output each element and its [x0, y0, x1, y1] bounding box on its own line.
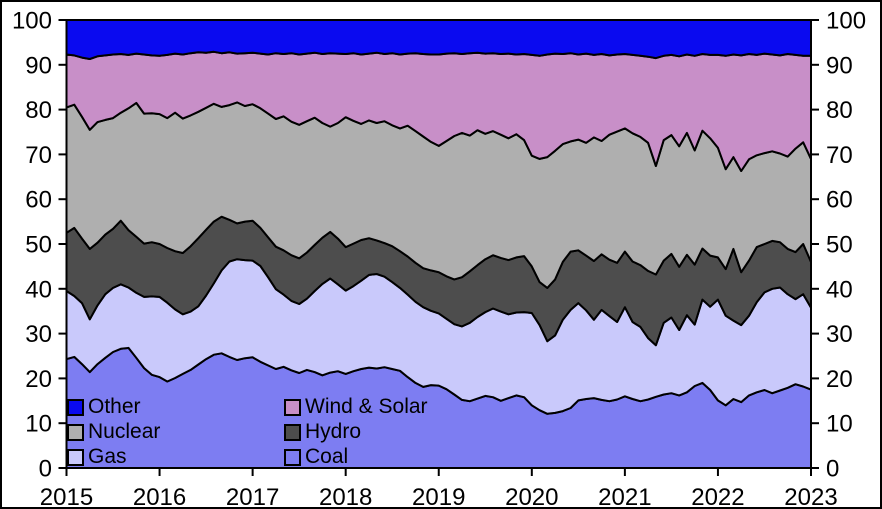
- x-axis-label-2016: 2016: [133, 484, 186, 509]
- y-axis-label-right-90: 90: [826, 52, 853, 79]
- legend-item-other: Other: [67, 396, 141, 418]
- y-axis-label-left-0: 0: [39, 456, 52, 483]
- y-axis-label-left-20: 20: [25, 366, 52, 393]
- y-axis-label-left-50: 50: [25, 232, 52, 259]
- y-axis-label-left-80: 80: [25, 97, 52, 124]
- y-axis-label-right-70: 70: [826, 142, 853, 169]
- x-axis-label-2023: 2023: [784, 484, 837, 509]
- legend-swatch-other: [67, 398, 84, 416]
- y-axis-label-left-40: 40: [25, 276, 52, 303]
- legend-label-other: Other: [88, 395, 141, 418]
- y-axis-label-left-100: 100: [12, 8, 52, 35]
- y-axis-label-left-30: 30: [25, 321, 52, 348]
- x-axis-label-2018: 2018: [319, 484, 372, 509]
- legend-label-nuclear: Nuclear: [88, 420, 161, 443]
- y-axis-label-right-100: 100: [826, 8, 866, 35]
- area-other: [65, 19, 812, 60]
- x-axis-label-2019: 2019: [412, 484, 465, 509]
- y-axis-label-right-50: 50: [826, 232, 853, 259]
- x-axis-label-2021: 2021: [598, 484, 651, 509]
- legend-item-gas: Gas: [67, 446, 127, 468]
- x-axis-label-2017: 2017: [226, 484, 279, 509]
- legend-item-nuclear: Nuclear: [67, 421, 160, 443]
- legend-item-coal: Coal: [284, 446, 348, 468]
- y-axis-label-left-10: 10: [25, 411, 52, 438]
- x-axis-label-2022: 2022: [691, 484, 744, 509]
- x-axis-label-2020: 2020: [505, 484, 558, 509]
- legend-swatch-hydro: [284, 423, 301, 441]
- legend-item-wind-solar: Wind & Solar: [284, 396, 428, 418]
- y-axis-label-right-10: 10: [826, 411, 853, 438]
- y-axis-label-left-90: 90: [25, 52, 52, 79]
- legend-swatch-gas: [67, 448, 84, 466]
- y-axis-label-right-80: 80: [826, 97, 853, 124]
- legend-label-wind-solar: Wind & Solar: [305, 395, 428, 418]
- legend-swatch-coal: [284, 448, 301, 466]
- legend-label-gas: Gas: [88, 445, 127, 468]
- y-axis-label-right-20: 20: [826, 366, 853, 393]
- legend-label-coal: Coal: [305, 445, 349, 468]
- y-axis-label-right-30: 30: [826, 321, 853, 348]
- legend-swatch-wind-solar: [284, 398, 301, 416]
- x-axis-label-2015: 2015: [40, 484, 93, 509]
- y-axis-label-left-70: 70: [25, 142, 52, 169]
- legend-item-hydro: Hydro: [284, 421, 361, 443]
- y-axis-label-right-60: 60: [826, 187, 853, 214]
- y-axis-label-right-40: 40: [826, 276, 853, 303]
- legend-label-hydro: Hydro: [305, 420, 362, 443]
- y-axis-label-left-60: 60: [25, 187, 52, 214]
- y-axis-label-right-0: 0: [826, 456, 839, 483]
- legend-swatch-nuclear: [67, 423, 84, 441]
